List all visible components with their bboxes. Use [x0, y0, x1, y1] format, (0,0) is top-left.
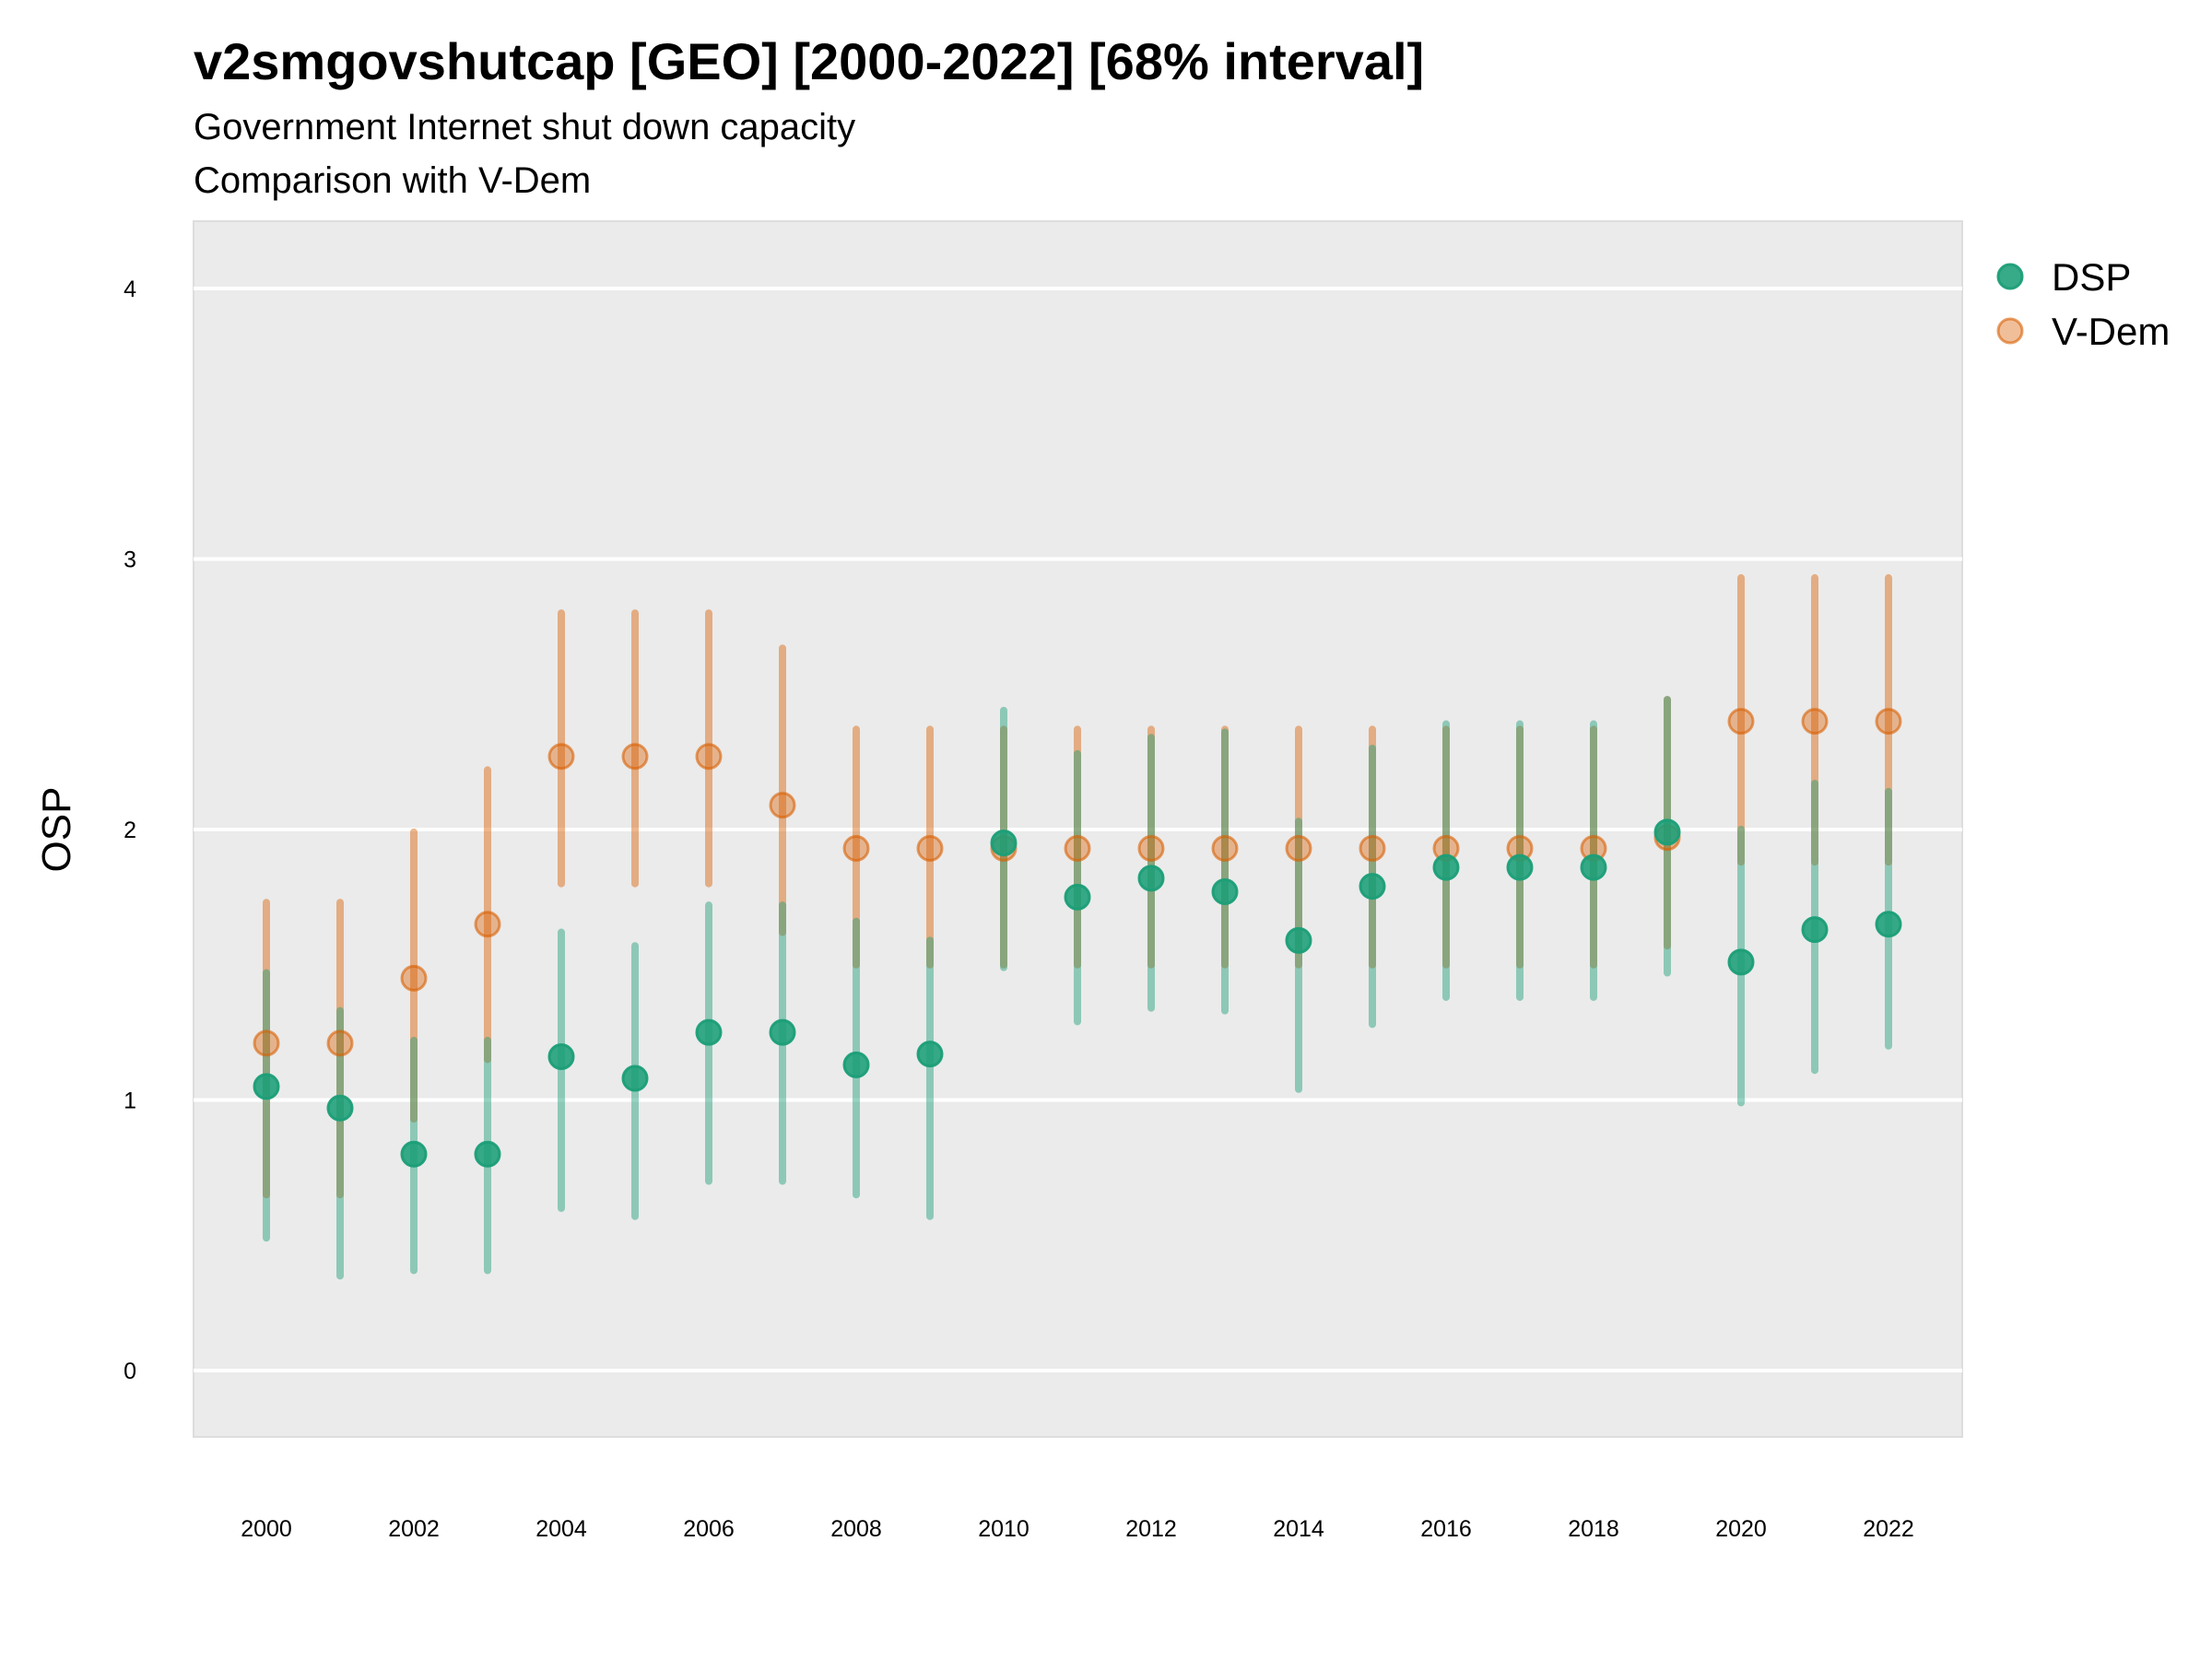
- x-axis-ticks: 2000 2002 2004 2006 2008 2010 2012 2014 2016 2018…: [241, 1516, 1914, 1542]
- x-tick-label: 2000: [241, 1516, 292, 1542]
- y-axis-title: OSP: [34, 787, 79, 873]
- point-v-dem-2011: [1064, 835, 1091, 863]
- point-v-dem-2002: [400, 964, 428, 992]
- point-v-dem-2020: [1727, 708, 1755, 735]
- point-v-dem-2012: [1137, 835, 1165, 863]
- point-v-dem-2004: [547, 743, 575, 771]
- point-dsp-2012: [1137, 865, 1165, 892]
- point-dsp-2000: [253, 1073, 280, 1100]
- point-v-dem-2008: [842, 835, 870, 863]
- x-tick-label: 2006: [683, 1516, 735, 1542]
- point-dsp-2010: [990, 830, 1018, 857]
- point-v-dem-2021: [1801, 708, 1829, 735]
- point-dsp-2020: [1727, 948, 1755, 976]
- x-tick-label: 2016: [1420, 1516, 1472, 1542]
- point-dsp-2021: [1801, 916, 1829, 944]
- chart-subtitle-line1: Government Internet shut down capacity: [194, 107, 856, 147]
- y-tick-label: 1: [124, 1088, 136, 1114]
- point-dsp-2018: [1580, 853, 1607, 881]
- point-v-dem-2005: [621, 743, 649, 771]
- point-dsp-2008: [842, 1051, 870, 1078]
- point-dsp-2005: [621, 1065, 649, 1092]
- x-tick-label: 2014: [1273, 1516, 1324, 1542]
- legend-dot-dsp: [1996, 263, 2024, 290]
- point-dsp-2002: [400, 1140, 428, 1168]
- y-tick-label: 3: [124, 547, 136, 573]
- point-v-dem-2009: [916, 835, 944, 863]
- point-dsp-2013: [1211, 878, 1239, 906]
- point-dsp-2017: [1506, 853, 1534, 881]
- legend-label-dsp: DSP: [2052, 255, 2131, 299]
- y-tick-label: 0: [124, 1359, 136, 1384]
- y-tick-label: 4: [124, 276, 136, 302]
- point-dsp-2001: [326, 1094, 354, 1122]
- x-tick-label: 2018: [1568, 1516, 1619, 1542]
- point-v-dem-2000: [253, 1030, 280, 1057]
- y-axis-ticks: 0 1 2 3 4: [124, 276, 136, 1384]
- point-v-dem-2014: [1285, 835, 1312, 863]
- point-dsp-2015: [1359, 873, 1386, 900]
- x-tick-label: 2022: [1863, 1516, 1914, 1542]
- point-dsp-2019: [1653, 818, 1681, 846]
- legend: DSP V-Dem: [1996, 255, 2170, 353]
- y-tick-label: 2: [124, 818, 136, 843]
- point-dsp-2006: [695, 1018, 723, 1046]
- point-v-dem-2022: [1875, 708, 1902, 735]
- point-dsp-2014: [1285, 926, 1312, 954]
- point-dsp-2022: [1875, 911, 1902, 938]
- legend-dot-vdem: [1996, 317, 2024, 345]
- point-dsp-2009: [916, 1041, 944, 1068]
- x-tick-label: 2012: [1125, 1516, 1177, 1542]
- point-v-dem-2013: [1211, 835, 1239, 863]
- point-dsp-2016: [1432, 853, 1460, 881]
- legend-label-vdem: V-Dem: [2052, 310, 2170, 353]
- series-layer: [253, 574, 1902, 1280]
- point-v-dem-2003: [474, 911, 501, 938]
- point-v-dem-2015: [1359, 835, 1386, 863]
- x-tick-label: 2010: [978, 1516, 1030, 1542]
- point-v-dem-2007: [769, 792, 796, 819]
- point-dsp-2003: [474, 1140, 501, 1168]
- x-tick-label: 2002: [388, 1516, 440, 1542]
- point-dsp-2011: [1064, 883, 1091, 911]
- point-v-dem-2001: [326, 1030, 354, 1057]
- x-tick-label: 2008: [830, 1516, 882, 1542]
- x-tick-label: 2020: [1715, 1516, 1767, 1542]
- chart-subtitle-line2: Comparison with V-Dem: [194, 160, 592, 201]
- x-tick-label: 2004: [535, 1516, 587, 1542]
- chart-title: v2smgovshutcap [GEO] [2000-2022] [68% in…: [194, 32, 1425, 90]
- point-dsp-2007: [769, 1018, 796, 1046]
- point-dsp-2004: [547, 1043, 575, 1071]
- points-dsp: [253, 818, 1902, 1168]
- point-v-dem-2006: [695, 743, 723, 771]
